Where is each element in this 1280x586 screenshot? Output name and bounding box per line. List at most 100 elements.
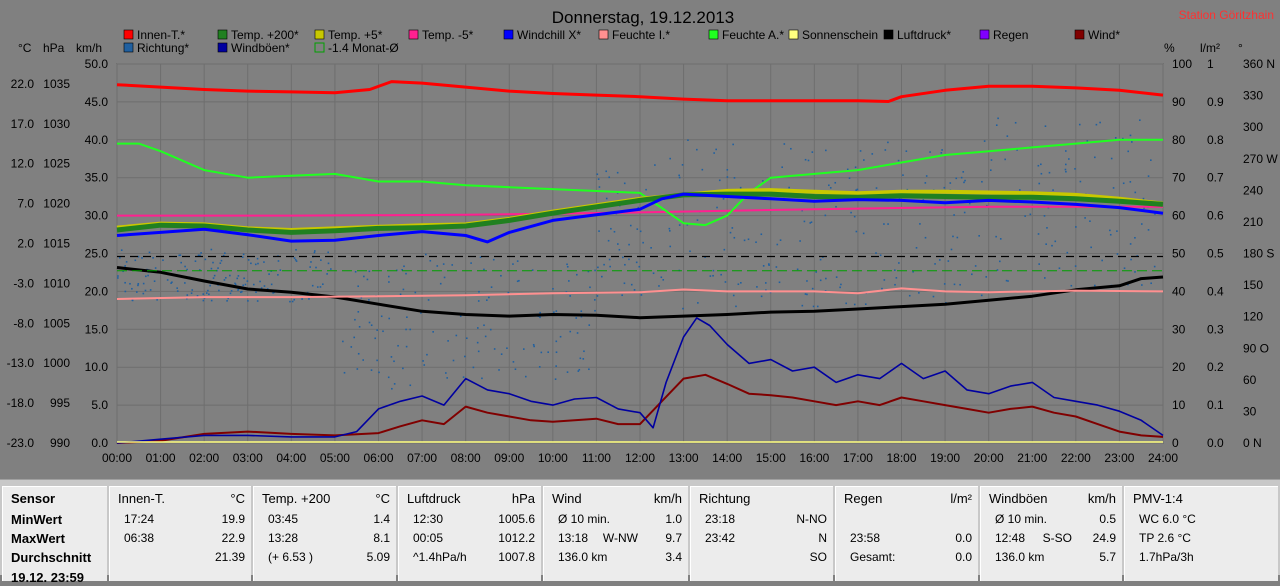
stats-cell-time: 13:18	[558, 531, 589, 545]
direction-point	[131, 287, 133, 290]
tick-rain: 0.4	[1207, 284, 1224, 298]
tick-humidity: 0	[1172, 436, 1179, 450]
tick-wind: 5.0	[91, 398, 108, 412]
direction-point	[848, 177, 851, 179]
direction-point	[597, 266, 599, 269]
direction-point	[500, 274, 502, 277]
series-lines	[116, 80, 1164, 444]
direction-point	[608, 258, 611, 261]
series-wind	[116, 373, 1164, 444]
direction-point	[709, 275, 712, 277]
direction-point	[723, 248, 726, 251]
stats-cell-time: 00:05	[413, 531, 444, 545]
direction-point	[796, 268, 799, 271]
direction-point	[154, 267, 157, 269]
direction-point	[1078, 123, 1081, 126]
direction-point	[378, 371, 380, 374]
direction-point	[1074, 168, 1076, 170]
direction-point	[406, 316, 408, 319]
direction-point	[594, 269, 596, 272]
direction-point	[368, 270, 371, 273]
direction-point	[294, 258, 297, 261]
direction-point	[985, 276, 988, 278]
stats-label-min: MinWert	[11, 512, 63, 527]
stats-cell-time: (+ 6.53 )	[268, 550, 314, 564]
direction-point	[788, 186, 790, 189]
direction-point	[720, 273, 722, 276]
stats-panel-1: Temp. +200 °C 03:45 1.4 13:28 8.1 (+ 6.53 ) 5.0…	[253, 486, 396, 581]
direction-point	[516, 280, 519, 283]
direction-point	[518, 279, 520, 282]
direction-point	[1140, 223, 1143, 225]
direction-point	[835, 205, 837, 208]
direction-point	[589, 286, 591, 289]
tick-direction: 150	[1243, 278, 1263, 292]
direction-point	[222, 254, 225, 257]
stats-panel-2: Luftdruck hPa 12:30 1005.6 00:05 1012.2 ^1.4hP…	[398, 486, 541, 581]
direction-point	[1095, 123, 1098, 126]
direction-point	[824, 214, 827, 217]
direction-point	[968, 202, 971, 205]
direction-point	[613, 230, 616, 233]
direction-point	[260, 287, 263, 289]
legend-item-6: Feuchte A.*	[708, 28, 784, 42]
direction-point	[1153, 265, 1156, 268]
stats-cell-row: 03:45 1.4	[262, 512, 390, 528]
direction-point	[609, 265, 611, 268]
direction-point	[1044, 125, 1047, 128]
direction-point	[879, 254, 882, 257]
direction-point	[815, 271, 817, 273]
direction-point	[566, 265, 569, 268]
direction-point	[488, 296, 490, 299]
direction-point	[252, 283, 255, 286]
direction-point	[681, 164, 684, 166]
direction-point	[186, 294, 189, 296]
stats-cell-value: N-NO	[796, 512, 827, 526]
direction-point	[636, 228, 639, 230]
direction-point	[357, 285, 359, 288]
stats-cell-time: Gesamt:	[850, 550, 896, 564]
direction-point	[1134, 191, 1137, 194]
direction-point	[1154, 213, 1156, 215]
direction-point	[799, 240, 801, 242]
legend-swatch	[217, 42, 228, 53]
direction-point	[291, 300, 294, 303]
stats-cell-value: 24.9	[1092, 531, 1116, 545]
direction-point	[990, 159, 993, 161]
direction-point	[374, 337, 377, 340]
tick-time: 09:00	[494, 451, 524, 465]
tick-time: 03:00	[233, 451, 263, 465]
legend-label: Luftdruck*	[897, 28, 951, 42]
direction-point	[971, 273, 973, 276]
direction-point	[701, 168, 704, 171]
legend-label: Regen	[993, 28, 1028, 42]
legend-label: Richtung*	[137, 41, 189, 55]
direction-point	[638, 265, 641, 268]
tick-pressure: 1020	[43, 197, 70, 211]
direction-point	[959, 283, 961, 286]
direction-point	[186, 297, 188, 300]
direction-point	[1052, 189, 1054, 191]
direction-point	[176, 287, 178, 289]
tick-temp: -13.0	[7, 356, 35, 370]
tick-direction: 330	[1243, 89, 1263, 103]
direction-point	[678, 174, 680, 177]
stats-cell-time: Ø 10 min.	[995, 512, 1048, 526]
tick-temp: -18.0	[7, 396, 35, 410]
tick-direction: 180 S	[1243, 247, 1274, 261]
direction-point	[981, 180, 983, 183]
direction-point	[605, 170, 607, 173]
direction-point	[507, 291, 510, 294]
direction-point	[191, 289, 194, 291]
direction-point	[420, 312, 422, 314]
stats-cell-dir: S-SO	[1042, 531, 1072, 545]
stats-panel-6: Windböen km/h Ø 10 min. 0.5 12:48 S-SO 24.9 136…	[980, 486, 1122, 581]
legend-item-9: Regen	[979, 28, 1028, 42]
direction-point	[733, 236, 736, 239]
legend-label: Wind*	[1088, 28, 1120, 42]
direction-point	[582, 358, 585, 360]
tick-rain: 0.3	[1207, 322, 1224, 336]
direction-point	[481, 377, 483, 380]
tick-time: 12:00	[625, 451, 655, 465]
stats-panel-unit: hPa	[511, 491, 535, 506]
